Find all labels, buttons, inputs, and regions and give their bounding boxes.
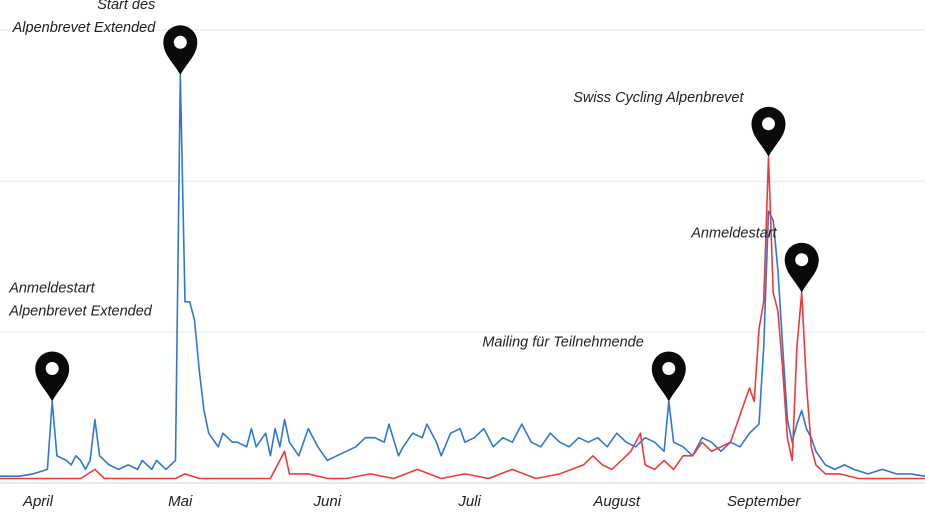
map-pin-icon [784,242,819,293]
x-tick-label: Juli [457,493,481,510]
annotation-marker [651,351,686,402]
x-tick-label: Juni [313,493,342,510]
annotation-marker [163,25,198,76]
map-pin-hole [762,117,775,131]
series-line-1 [0,74,925,477]
x-axis: April Mai Juni Juli August September [22,493,801,510]
series-line-2 [0,156,925,480]
annotation-label: Mailing für Teilnehmende [482,335,643,351]
map-pin-icon [163,25,198,76]
map-pin-hole [662,362,676,375]
annotation-layer: Anmeldestart Alpenbrevet Extended Start de… [8,0,819,402]
map-pin-hole [45,362,59,375]
x-tick-label: September [727,493,801,510]
x-tick-label: April [22,493,54,510]
map-pin-hole [795,253,809,267]
annotation-marker [35,351,70,402]
map-pin-icon [651,351,686,402]
series-layer [0,74,925,480]
annotation-label: Anmeldestart [8,281,95,297]
map-pin-hole [173,35,187,49]
annotation-label: Start des [97,0,155,13]
annotation-label: Alpenbrevet Extended [8,304,153,320]
annotation-marker [784,242,819,293]
grid-layer [0,29,925,484]
annotation-label: Anmeldestart [690,226,777,242]
annotation-label: Swiss Cycling Alpenbrevet [573,90,744,106]
annotation-marker [751,106,786,157]
map-pin-icon [751,106,786,157]
annotation-label: Alpenbrevet Extended [12,20,157,36]
x-tick-label: Mai [168,493,193,510]
x-tick-label: August [592,493,641,510]
map-pin-icon [35,351,70,402]
